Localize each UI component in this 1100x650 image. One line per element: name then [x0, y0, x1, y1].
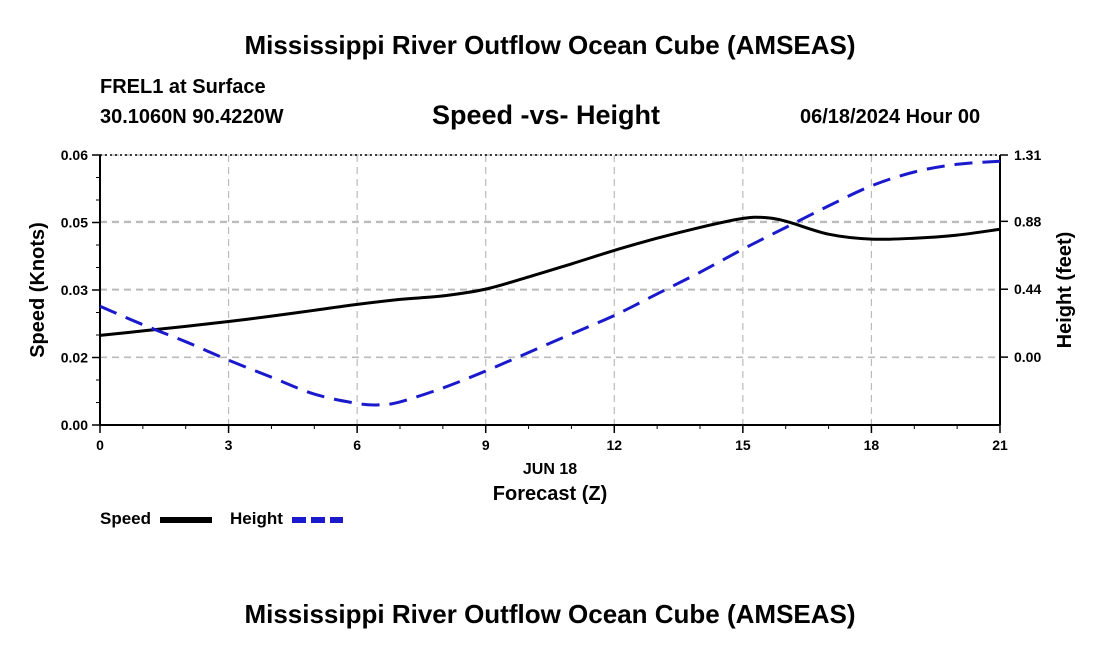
footer-title: Mississippi River Outflow Ocean Cube (AM… [244, 599, 856, 629]
station-label: FREL1 at Surface [100, 76, 266, 98]
y-tick-label: 0.05 [61, 215, 88, 231]
y2-tick-label: 0.44 [1014, 281, 1041, 297]
forecast-datetime: 06/18/2024 Hour 00 [800, 106, 981, 128]
x-axis-title: Forecast (Z) [493, 483, 607, 505]
x-tick-label: 0 [96, 437, 104, 453]
y2-tick-label: 0.00 [1014, 349, 1041, 365]
x-tick-label: 15 [735, 437, 751, 453]
y2-tick-label: 1.31 [1014, 147, 1041, 163]
series-line-speed [99, 215, 1001, 337]
y-axis-title: Speed (Knots) [27, 222, 49, 358]
chart-title: Mississippi River Outflow Ocean Cube (AM… [244, 30, 856, 60]
chart-subtitle: Speed -vs- Height [432, 100, 661, 130]
x-tick-label: 3 [225, 437, 233, 453]
x-tick-label: 9 [482, 437, 490, 453]
x-tick-label: 6 [353, 437, 361, 453]
x-tick-label: 21 [992, 437, 1008, 453]
y-tick-label: 0.06 [61, 147, 88, 163]
y-tick-label: 0.02 [61, 350, 88, 366]
y2-axis-title: Height (feet) [1054, 232, 1076, 349]
y-tick-label: 0.00 [61, 417, 88, 433]
series-line-height [99, 159, 1001, 407]
coordinates-label: 30.1060N 90.4220W [100, 106, 284, 128]
y-tick-label: 0.03 [61, 282, 88, 298]
x-axis-date-label: JUN 18 [523, 461, 577, 478]
y2-tick-label: 0.88 [1014, 213, 1041, 229]
legend-height-label: Height [230, 509, 283, 528]
x-tick-label: 18 [864, 437, 880, 453]
legend-speed-label: Speed [100, 509, 152, 528]
x-tick-label: 12 [606, 437, 622, 453]
